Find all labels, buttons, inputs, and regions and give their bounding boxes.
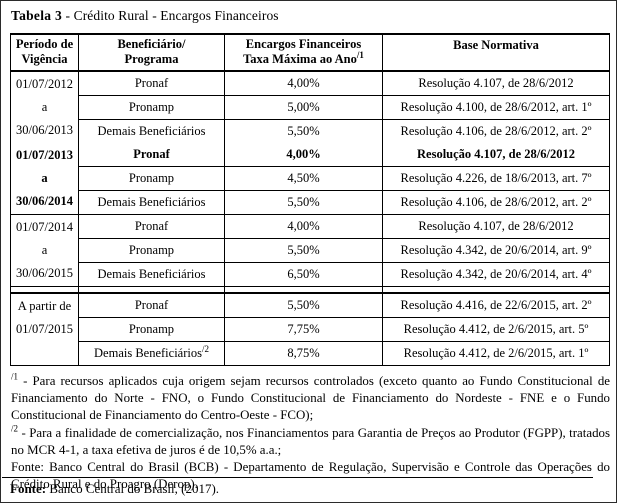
header-line: Período de xyxy=(15,37,74,51)
source-text: Banco Central do Brasil, (2017). xyxy=(46,481,220,496)
program-cell: Demais Beneficiários xyxy=(78,262,225,287)
norm-cell: Resolução 4.342, de 20/6/2014, art. 9º xyxy=(382,238,610,263)
norm-cell: Resolução 4.412, de 2/6/2015, art. 1º xyxy=(382,341,610,366)
rate-cell: 6,50% xyxy=(224,262,383,287)
rate-cell: 4,00% xyxy=(224,143,383,167)
footnote-marker: /2 xyxy=(11,423,19,434)
column-header-rate: Encargos Financeiros Taxa Máxima ao Ano/… xyxy=(224,34,383,72)
header-line: Vigência xyxy=(21,52,68,66)
footnote-source: Fonte: Banco Central do Brasil (BCB) - D… xyxy=(11,460,610,492)
footnote-marker: /1 xyxy=(11,371,19,382)
table-row: A partir de 01/07/2015 Pronaf 5,50% Reso… xyxy=(11,293,610,336)
column-header-beneficiary: Beneficiário/ Programa xyxy=(78,34,225,72)
footnote-marker: /1 xyxy=(356,49,364,60)
table-row: Pronamp 5,50% Resolução 4.342, de 20/6/2… xyxy=(11,238,610,263)
norm-cell: Resolução 4.106, de 28/6/2012, art. 2º xyxy=(382,190,610,215)
program-cell: Pronaf xyxy=(78,214,225,239)
table-row: Pronamp 7,75% Resolução 4.412, de 2/6/20… xyxy=(11,317,610,342)
footnote-1: /1 - Para recursos aplicados cuja origem… xyxy=(11,371,610,423)
table-row: 01/07/2014 a 30/06/2015 Pronaf 4,00% Res… xyxy=(10,214,610,287)
rate-cell: 5,50% xyxy=(224,190,383,215)
period-cell: 01/07/2013 a 30/06/2014 xyxy=(10,143,79,215)
rate-cell: 5,50% xyxy=(224,238,383,263)
table-row: Pronamp 4,50% Resolução 4.226, de 18/6/2… xyxy=(11,166,610,191)
rate-cell: 5,50% xyxy=(224,119,383,143)
group-divider-row xyxy=(10,286,610,294)
header-line: Encargos Financeiros xyxy=(245,37,362,51)
header-line: Programa xyxy=(124,52,179,66)
rate-cell: 4,50% xyxy=(224,166,383,191)
program-cell: Demais Beneficiários xyxy=(78,190,225,215)
table-title-number: Tabela 3 xyxy=(11,8,63,23)
program-cell: Pronaf xyxy=(78,293,225,318)
table-row: Demais Beneficiários 5,50% Resolução 4.1… xyxy=(11,119,610,143)
table-row: Demais Beneficiários 6,50% Resolução 4.3… xyxy=(11,262,610,287)
rural-credit-table: Período de Vigência Beneficiário/ Progra… xyxy=(10,33,610,366)
rate-cell: 7,75% xyxy=(224,317,383,342)
period-cell: 01/07/2014 a 30/06/2015 xyxy=(10,214,79,287)
rate-cell: 4,00% xyxy=(224,214,383,239)
table-row: 01/07/2012 a 30/06/2013 Pronaf 4,00% Res… xyxy=(11,71,610,137)
program-cell: Pronaf xyxy=(78,143,225,167)
column-header-norm: Base Normativa xyxy=(382,34,610,72)
program-cell: Demais Beneficiários/2 xyxy=(78,341,225,366)
rate-cell: 5,00% xyxy=(224,95,383,120)
footnote-marker: /2 xyxy=(201,343,209,354)
column-header-period: Período de Vigência xyxy=(10,34,79,72)
norm-cell: Resolução 4.342, de 20/6/2014, art. 4º xyxy=(382,262,610,287)
norm-cell: Resolução 4.107, de 28/6/2012 xyxy=(382,71,610,96)
program-cell: Demais Beneficiários xyxy=(78,119,225,143)
header-line: Base Normativa xyxy=(453,38,539,52)
header-line: Taxa Máxima ao Ano/1 xyxy=(243,49,364,66)
program-cell: Pronamp xyxy=(78,317,225,342)
norm-cell: Resolução 4.226, de 18/6/2013, art. 7º xyxy=(382,166,610,191)
source-line: Fonte: Banco Central do Brasil, (2017). xyxy=(2,477,593,497)
table-row: Demais Beneficiários 5,50% Resolução 4.1… xyxy=(11,190,610,215)
table-title-text: - Crédito Rural - Encargos Financeiros xyxy=(62,8,279,23)
footnotes-block: /1 - Para recursos aplicados cuja origem… xyxy=(11,371,610,493)
table-row: Demais Beneficiários/2 8,75% Resolução 4… xyxy=(11,341,610,366)
table-title: Tabela 3 - Crédito Rural - Encargos Fina… xyxy=(11,8,607,24)
rate-cell: 8,75% xyxy=(224,341,383,366)
period-cell: A partir de 01/07/2015 xyxy=(16,299,73,336)
norm-cell: Resolução 4.107, de 28/6/2012 xyxy=(382,143,610,167)
norm-cell: Resolução 4.107, de 28/6/2012 xyxy=(382,214,610,239)
rate-cell: 4,00% xyxy=(224,71,383,96)
header-row: Período de Vigência Beneficiário/ Progra… xyxy=(10,34,610,72)
norm-cell: Resolução 4.100, de 28/6/2012, art. 1º xyxy=(382,95,610,120)
period-cell: 01/07/2012 a 30/06/2013 xyxy=(16,77,73,137)
norm-cell: Resolução 4.412, de 2/6/2015, art. 5º xyxy=(382,317,610,342)
footnote-2: /2 - Para a finalidade de comercializaçã… xyxy=(11,423,610,457)
norm-cell: Resolução 4.106, de 28/6/2012, art. 2º xyxy=(382,119,610,143)
program-cell: Pronamp xyxy=(78,95,225,120)
program-cell: Pronamp xyxy=(78,238,225,263)
program-cell: Pronaf xyxy=(78,71,225,96)
program-cell: Pronamp xyxy=(78,166,225,191)
header-line: Beneficiário/ xyxy=(117,37,186,51)
table-row: 01/07/2013 a 30/06/2014 Pronaf 4,00% Res… xyxy=(10,143,610,215)
rate-cell: 5,50% xyxy=(224,293,383,318)
source-label: Fonte: xyxy=(10,481,47,496)
norm-cell: Resolução 4.416, de 22/6/2015, art. 2º xyxy=(382,293,610,318)
table-row: Pronamp 5,00% Resolução 4.100, de 28/6/2… xyxy=(11,95,610,120)
